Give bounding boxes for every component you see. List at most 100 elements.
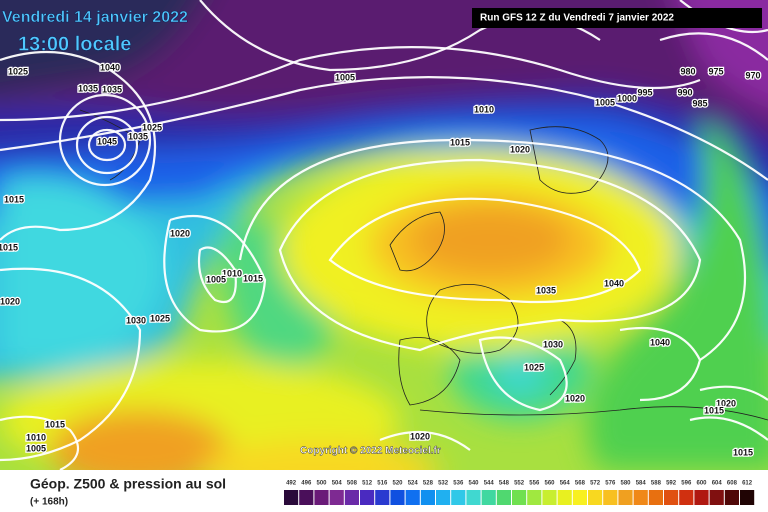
scale-swatch [542, 490, 557, 505]
scale-swatch [603, 490, 618, 505]
isobar-label: 1015 [704, 405, 724, 415]
scale-swatch [694, 490, 709, 505]
scale-swatch [512, 490, 527, 505]
scale-swatch [284, 490, 299, 505]
isobar-label: 1035 [102, 84, 122, 94]
scale-label: 592 [666, 481, 677, 487]
isobar-label: 990 [677, 87, 692, 97]
scale-label: 568 [575, 481, 586, 487]
scale-swatch [633, 490, 648, 505]
isobar-label: 995 [637, 87, 652, 97]
isobar-label: 970 [745, 70, 760, 80]
copyright: Copyright © 2022 Meteociel.fr [300, 446, 441, 457]
isobar-label: 1015 [4, 194, 24, 204]
scale-label: 584 [636, 481, 647, 487]
run-box [472, 8, 762, 28]
isobar-label: 1015 [45, 419, 65, 429]
isobar-label: 1035 [536, 285, 556, 295]
scale-label: 612 [742, 481, 753, 487]
scale-swatch [360, 490, 375, 505]
scale-label: 492 [286, 481, 297, 487]
isobar-label: 1005 [206, 274, 226, 284]
scale-label: 536 [453, 481, 464, 487]
scale-swatch [329, 490, 344, 505]
valid-time: 13:00 locale [18, 33, 131, 55]
scale-label: 524 [408, 481, 419, 487]
scale-label: 496 [301, 481, 312, 487]
scale-label: 520 [392, 481, 403, 487]
scale-swatch [740, 490, 755, 505]
scale-swatch [527, 490, 542, 505]
valid-date: Vendredi 14 janvier 2022 [2, 9, 188, 26]
scale-label: 556 [529, 481, 540, 487]
isobar-label: 1030 [543, 339, 563, 349]
scale-label: 588 [651, 481, 662, 487]
isobar-label: 1025 [524, 362, 544, 372]
scale-label: 548 [499, 481, 510, 487]
scale-swatch [557, 490, 572, 505]
isobar-label: 1015 [733, 447, 753, 457]
scale-swatch [344, 490, 359, 505]
scale-swatch [664, 490, 679, 505]
isobar-label: 1040 [604, 278, 624, 288]
scale-label: 552 [514, 481, 525, 487]
scale-label: 504 [332, 481, 343, 487]
isobar-label: 1005 [26, 443, 46, 453]
footer-lead: (+ 168h) [30, 497, 68, 508]
isobar-label: 980 [680, 66, 695, 76]
scale-label: 560 [544, 481, 555, 487]
scale-swatch [618, 490, 633, 505]
scale-label: 508 [347, 481, 358, 487]
scale-swatch [375, 490, 390, 505]
isobar-label: 1020 [565, 393, 585, 403]
footer-title: Géop. Z500 & pression au sol [30, 476, 226, 492]
scale-label: 580 [620, 481, 631, 487]
scale-swatch [588, 490, 603, 505]
scale-swatch [709, 490, 724, 505]
isobar-label: 1020 [716, 398, 736, 408]
scale-label: 516 [377, 481, 388, 487]
isobar-label: 1010 [474, 104, 494, 114]
isobar-label: 1020 [410, 431, 430, 441]
isobar-label: 985 [692, 98, 707, 108]
scale-label: 564 [560, 481, 571, 487]
scale-label: 604 [712, 481, 723, 487]
isobar-label: 1020 [0, 296, 20, 306]
isobar-label: 1000 [617, 93, 637, 103]
scale-swatch [390, 490, 405, 505]
scale-label: 544 [484, 481, 495, 487]
isobar-label: 1025 [8, 66, 28, 76]
scale-label: 572 [590, 481, 601, 487]
scale-label: 532 [438, 481, 449, 487]
coastlines [79, 109, 768, 421]
scale-swatch [648, 490, 663, 505]
isobars [0, 0, 768, 470]
scale-swatch [314, 490, 329, 505]
isobar-label: 1025 [142, 122, 162, 132]
isobar-label: 1025 [150, 313, 170, 323]
scale-label: 528 [423, 481, 434, 487]
isobar-label: 1045 [97, 136, 117, 146]
scale-swatch [496, 490, 511, 505]
isobar-label: 1020 [510, 144, 530, 154]
color-scale: 492 496 500 504 508 512 516 520 524 528 532 536 540 5… [284, 481, 755, 505]
scale-swatch [299, 490, 314, 505]
isobar-label: 1030 [126, 315, 146, 325]
scale-swatch [420, 490, 435, 505]
isobar-label: 1010 [26, 432, 46, 442]
scale-swatch [405, 490, 420, 505]
scale-label: 512 [362, 481, 373, 487]
run-info: Run GFS 12 Z du Vendredi 7 janvier 2022 [480, 13, 674, 24]
isobar-label: 975 [708, 66, 723, 76]
isobar-label: 1035 [128, 131, 148, 141]
isobar-label: 1015 [450, 137, 470, 147]
scale-label: 608 [727, 481, 738, 487]
scale-swatch [724, 490, 739, 505]
scale-swatch [679, 490, 694, 505]
scale-swatch [436, 490, 451, 505]
scale-label: 600 [696, 481, 707, 487]
isobar-label: 1015 [243, 273, 263, 283]
